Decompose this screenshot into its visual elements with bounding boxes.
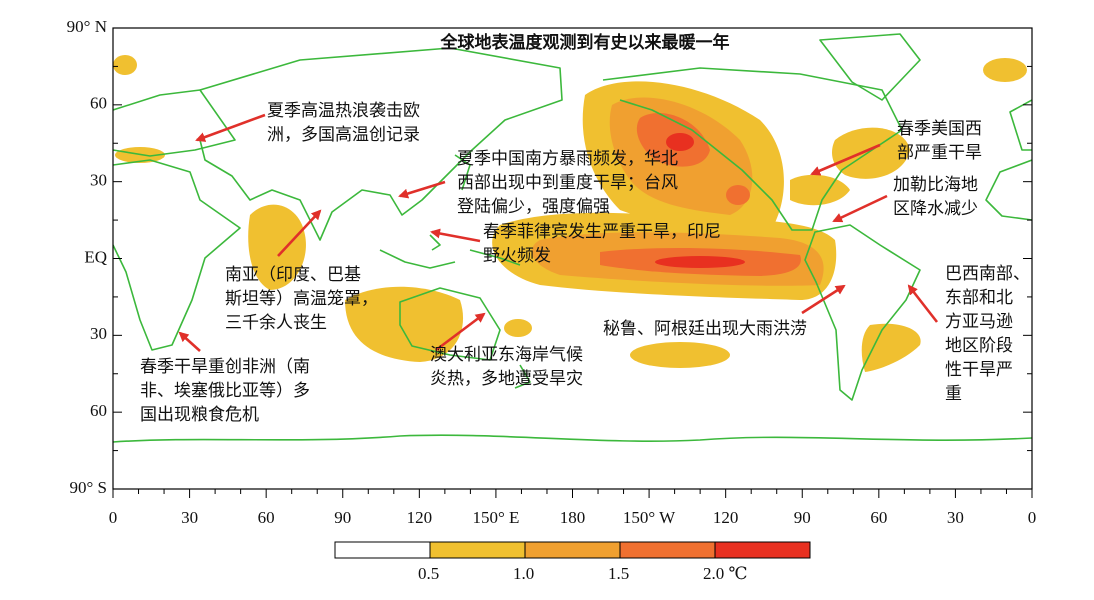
colorbar-label: 0.5 [418,564,439,583]
new-zealand [514,364,531,389]
annotation-line: 西部出现中到重度干旱；台风 [457,173,678,192]
arrow [178,331,201,352]
x-tick-label: 150° E [472,508,519,527]
anomaly-2-0 [655,133,745,268]
arrow [907,284,939,323]
antarctica [113,434,1032,443]
annotation-line: 夏季中国南方暴雨频发，华北 [457,149,678,168]
annotation-line: 加勒比海地 [893,175,978,194]
colorbar-box [524,541,621,559]
greenland [819,33,921,101]
arrow [801,284,846,315]
x-tick-label: 120 [407,508,433,527]
arrow [195,113,266,142]
colorbar: 0.5 1.0 1.5 2.0 ℃ [334,541,811,583]
europe [113,89,236,157]
y-tick-label: EQ [84,247,107,266]
europe-west [1009,99,1032,151]
annotation-line: 春季菲律宾发生严重干旱，印尼 [483,222,721,241]
y-tick-label: 90° S [69,478,107,497]
y-tick-label: 90° N [67,17,107,36]
x-tick-label: 60 [258,508,275,527]
annotation-line: 春季干旱重创非洲（南 [140,357,310,376]
annotation-line: 巴西南部、 [945,264,1030,283]
annotation-line: 秘鲁、阿根廷出现大雨洪涝 [603,319,807,338]
japan [454,154,471,191]
coastlines [113,33,1032,443]
north-america [602,67,903,231]
annotation-line: 野火频发 [483,246,551,265]
colorbar-box [334,541,431,559]
annotations: 夏季高温热浪袭击欧洲，多国高温创记录夏季中国南方暴雨频发，华北西部出现中到重度干… [140,101,1030,424]
annotation-line: 部严重干旱 [897,143,982,162]
arrow [810,143,881,176]
annotation-line: 南亚（印度、巴基 [225,265,361,284]
colorbar-box [429,541,526,559]
africa-west [985,159,1032,221]
annotation-line: 炎热，多地遭受旱灾 [430,369,583,388]
colorbar-box [714,541,811,559]
colorbar-label: 2.0 ℃ [703,564,748,583]
annotation-line: 澳大利亚东海岸气候 [430,345,583,364]
x-tick-label: 150° W [623,508,676,527]
x-tick-label: 60 [870,508,887,527]
annotation-line: 登陆偏少，强度偏强 [457,197,610,216]
africa [113,159,241,351]
x-tick-label: 90 [334,508,351,527]
colorbar-label: 1.0 [513,564,534,583]
x-tick-label: 0 [1028,508,1037,527]
arrows [178,113,939,352]
colorbar-label: 1.5 [608,564,629,583]
asia [199,47,563,241]
colorbar-box [619,541,716,559]
arrow [832,194,888,223]
australia [399,287,501,361]
x-tick-label: 30 [181,508,198,527]
annotation-line: 夏季高温热浪袭击欧 [267,101,420,120]
anomaly-layer [113,55,1027,372]
x-tick-label: 180 [560,508,586,527]
annotation-line: 地区阶段 [945,336,1013,355]
x-tick-label: 30 [947,508,964,527]
annotation-line: 春季美国西 [897,119,982,138]
annotation-line: 区降水减少 [893,199,978,218]
arrow [430,228,481,243]
arrow [277,209,322,257]
annotation-line: 方亚马逊 [945,312,1013,331]
annotation-line: 重 [945,384,962,403]
arrow [398,180,446,199]
annotation-line: 东部和北 [945,288,1013,307]
annotation-line: 洲，多国高温创记录 [267,125,420,144]
x-tick-label: 120 [713,508,739,527]
map-title: 全球地表温度观测到有史以来最暖一年 [440,32,730,52]
arrow [435,312,486,352]
y-tick-label: 60 [90,94,107,113]
y-tick-label: 30 [90,171,107,190]
annotation-line: 斯坦等）高温笼罩， [225,289,378,308]
x-tick-label: 90 [794,508,811,527]
x-tick-label: 0 [109,508,118,527]
annotation-line: 非、埃塞俄比亚等）多 [140,381,310,400]
annotation-line: 三千余人丧生 [225,313,327,332]
south-america [804,224,921,401]
annotation-line: 国出现粮食危机 [140,405,259,424]
annotation-line: 性干旱严 [945,360,1013,379]
y-tick-label: 60 [90,401,107,420]
y-tick-label: 30 [90,324,107,343]
